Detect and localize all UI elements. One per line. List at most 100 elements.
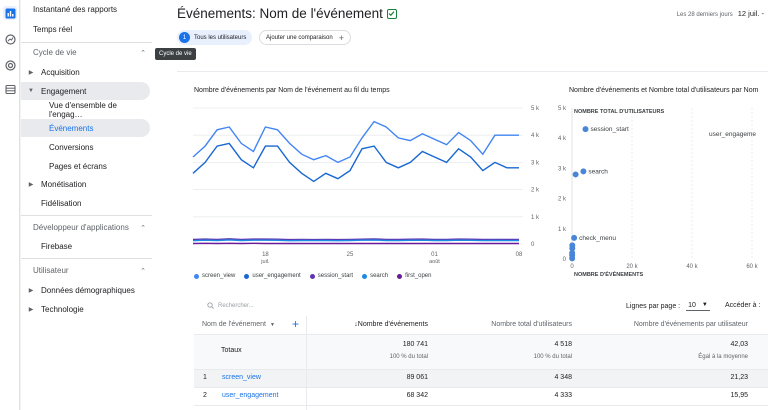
sidebar-divider xyxy=(21,42,152,43)
legend-item[interactable]: user_engagement xyxy=(244,273,301,279)
row-highlight xyxy=(194,369,768,387)
x-tick-month: août xyxy=(429,259,440,265)
rows-per-page-select[interactable]: 10 ▼ xyxy=(686,302,710,311)
add-comparison-label: Ajouter une comparaison xyxy=(266,34,333,41)
row-divider xyxy=(194,405,768,406)
advertising-icon[interactable] xyxy=(3,58,17,72)
legend-dot xyxy=(194,273,199,279)
y-tick-label: 2 k xyxy=(558,197,567,203)
scatter-point-label: check_menu xyxy=(579,235,616,242)
sidebar-item-events[interactable]: Événements xyxy=(21,119,150,137)
section-lifecycle[interactable]: Cycle de vie ⌃ xyxy=(33,48,146,57)
sidebar-item-demographics[interactable]: ▶ Données démographiques xyxy=(21,281,150,299)
sidebar-item-retention[interactable]: Fidélisation xyxy=(21,194,150,212)
sidebar-item-monetisation[interactable]: ▶ Monétisation xyxy=(21,175,150,193)
totals-events: 180 741 xyxy=(402,341,428,348)
sidebar-item-engagement[interactable]: ▼ Engagement xyxy=(21,82,150,100)
table-row-event-link[interactable]: screen_view xyxy=(222,374,261,381)
chevron-up-icon: ⌃ xyxy=(140,49,146,57)
y-tick-label: 0 xyxy=(563,257,567,263)
explore-icon[interactable] xyxy=(3,32,17,46)
search-input[interactable]: Rechercher... xyxy=(218,302,254,309)
y-tick-label: 4 k xyxy=(558,136,567,142)
add-comparison-button[interactable]: Ajouter une comparaison + xyxy=(259,30,351,45)
rows-per-page: Lignes par page : 10 ▼ xyxy=(626,302,710,311)
y-tick-label: 5 k xyxy=(558,106,567,112)
section-app-developer[interactable]: Développeur d'applications ⌃ xyxy=(33,223,146,232)
totals-users-sub: 100 % du total xyxy=(533,354,572,360)
y-tick-label: 0 xyxy=(531,242,535,248)
scatter-point xyxy=(569,255,576,262)
y-axis-title: NOMBRE TOTAL D'UTILISATEURS xyxy=(574,109,664,115)
sidebar-item-technology[interactable]: ▶ Technologie xyxy=(21,300,150,318)
legend-item[interactable]: first_open xyxy=(397,273,431,279)
events-column-header[interactable]: ↓Nombre d'événements xyxy=(354,321,428,328)
date-range-value: 12 juil. - xyxy=(737,9,764,18)
caret-right-icon: ▶ xyxy=(28,69,34,76)
sidebar-item-label: Événements xyxy=(49,123,94,133)
x-tick-label: 60 k xyxy=(746,264,758,270)
go-to-label: Accéder à : xyxy=(725,302,761,309)
totals-per-user-sub: Égal à la moyenne xyxy=(698,354,748,360)
users-column-header[interactable]: Nombre total d'utilisateurs xyxy=(491,321,572,328)
list-icon[interactable] xyxy=(3,82,17,96)
section-user-label: Utilisateur xyxy=(33,266,69,275)
y-tick-label: 4 k xyxy=(531,133,540,139)
scatter-point xyxy=(571,234,578,241)
series-line-screen_view xyxy=(192,120,519,164)
sidebar-item-label: Pages et écrans xyxy=(49,161,107,171)
y-tick-label: 1 k xyxy=(558,227,567,233)
row-users: 4 333 xyxy=(554,392,572,399)
comparison-chip-all-users[interactable]: 1 Tous les utilisateurs xyxy=(177,30,253,45)
add-dimension-icon[interactable]: + xyxy=(292,317,300,331)
main-content: Événements: Nom de l'événement Les 28 de… xyxy=(152,0,768,410)
sidebar-item-conversions[interactable]: Conversions xyxy=(21,138,150,156)
plus-icon: + xyxy=(338,32,344,43)
legend-label: search xyxy=(370,273,389,279)
sidebar-item-acquisition[interactable]: ▶ Acquisition xyxy=(21,63,150,81)
sidebar-item-engagement-overview[interactable]: Vue d'ensemble de l'engag… xyxy=(21,101,150,119)
scatter-point-label: session_start xyxy=(591,126,629,133)
sidebar-item-snapshot[interactable]: Instantané des rapports xyxy=(33,5,118,14)
sidebar-divider xyxy=(21,258,152,259)
x-tick-label: 01 xyxy=(431,252,438,258)
scatter-point-label: user_engageme xyxy=(709,131,756,138)
sidebar-divider xyxy=(21,215,152,216)
scatter-point xyxy=(580,168,587,175)
sidebar-item-label: Conversions xyxy=(49,142,94,152)
legend-dot xyxy=(244,273,250,279)
row-index: 1 xyxy=(203,374,207,381)
legend-label: screen_view xyxy=(202,273,236,279)
caret-down-icon: ▼ xyxy=(28,88,34,94)
y-tick-label: 3 k xyxy=(558,166,567,172)
scatter-chart: 5 k 4 k 3 k 2 k 1 k 00 20 k 40 k 60 k NOMBRE TOTA… xyxy=(558,106,759,278)
rows-per-page-value: 10 xyxy=(688,302,696,309)
table-row-event-link[interactable]: user_engagement xyxy=(222,392,279,399)
sidebar-item-pages-screens[interactable]: Pages et écrans xyxy=(21,157,150,175)
table-search[interactable]: Rechercher... xyxy=(207,302,254,309)
per-user-column-header[interactable]: Nombre d'événements par utilisateur xyxy=(633,321,748,328)
legend-item[interactable]: session_start xyxy=(309,273,353,279)
scatter-point xyxy=(572,171,579,178)
sidebar-item-label: Fidélisation xyxy=(41,198,82,208)
chip-label: Tous les utilisateurs xyxy=(194,34,247,41)
y-tick-label: 3 k xyxy=(531,160,540,166)
sidebar-item-label: Monétisation xyxy=(41,179,87,189)
date-range-hint: Les 28 derniers jours xyxy=(676,12,733,18)
go-to-page[interactable]: Accéder à : xyxy=(725,302,760,309)
chevron-up-icon: ⌃ xyxy=(140,267,146,275)
legend-item[interactable]: search xyxy=(362,273,388,279)
rows-per-page-label: Lignes par page : xyxy=(626,303,681,310)
row-divider xyxy=(194,387,768,388)
sidebar-item-realtime[interactable]: Temps réel xyxy=(33,25,73,34)
check-icon[interactable] xyxy=(386,8,397,19)
dimension-header[interactable]: Nom de l'événement ▼ xyxy=(202,321,275,328)
series-line-session_start xyxy=(192,238,520,241)
sidebar-item-firebase[interactable]: Firebase xyxy=(21,237,150,255)
date-range-picker[interactable]: Les 28 derniers jours 12 juil. - xyxy=(677,9,764,18)
legend-item[interactable]: screen_view xyxy=(194,273,235,279)
legend-dot xyxy=(362,273,368,279)
row-users: 4 348 xyxy=(554,374,572,381)
reports-icon[interactable] xyxy=(3,6,17,20)
section-user[interactable]: Utilisateur ⌃ xyxy=(33,266,146,275)
